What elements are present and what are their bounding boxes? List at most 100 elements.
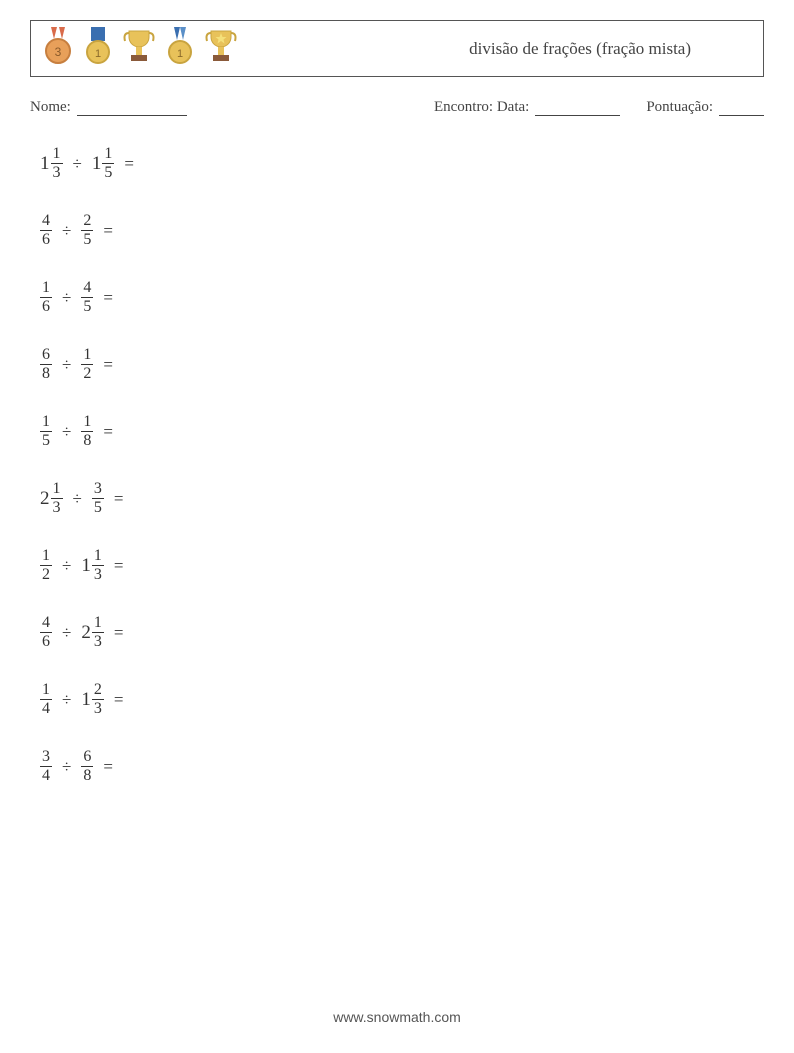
numerator: 4 <box>40 213 52 230</box>
mixed-number: 113 <box>40 146 63 181</box>
division-operator: ÷ <box>62 690 71 710</box>
svg-text:3: 3 <box>55 45 62 59</box>
mixed-number: 46 <box>40 615 52 650</box>
fraction: 12 <box>81 347 93 382</box>
mixed-number: 15 <box>40 414 52 449</box>
division-operator: ÷ <box>62 556 71 576</box>
mixed-number: 18 <box>81 414 93 449</box>
denominator: 3 <box>51 498 63 516</box>
mixed-number: 113 <box>81 548 104 583</box>
numerator: 4 <box>40 615 52 632</box>
fraction: 35 <box>92 481 104 516</box>
denominator: 5 <box>92 498 104 516</box>
equals-sign: = <box>124 154 134 174</box>
mixed-number: 12 <box>40 548 52 583</box>
numerator: 3 <box>40 749 52 766</box>
fraction: 46 <box>40 213 52 248</box>
numerator: 6 <box>40 347 52 364</box>
equals-sign: = <box>103 288 113 308</box>
denominator: 8 <box>81 431 93 449</box>
equals-sign: = <box>114 556 124 576</box>
denominator: 6 <box>40 230 52 248</box>
problem-row: 68÷12= <box>40 347 764 382</box>
denominator: 5 <box>81 297 93 315</box>
worksheet-page: 3 1 <box>0 0 794 1053</box>
numerator: 1 <box>81 347 93 364</box>
denominator: 2 <box>40 565 52 583</box>
trophy-star-icon <box>205 27 237 70</box>
equals-sign: = <box>114 489 124 509</box>
fraction: 13 <box>51 481 63 516</box>
fraction: 18 <box>81 414 93 449</box>
gap <box>626 99 640 116</box>
fraction: 23 <box>92 682 104 717</box>
denominator: 3 <box>92 565 104 583</box>
problem-row: 113÷115= <box>40 146 764 181</box>
numerator: 1 <box>81 414 93 431</box>
info-spacer <box>193 99 428 116</box>
fraction: 45 <box>81 280 93 315</box>
denominator: 3 <box>92 632 104 650</box>
numerator: 2 <box>92 682 104 699</box>
mixed-number: 16 <box>40 280 52 315</box>
worksheet-title: divisão de frações (fração mista) <box>469 39 751 59</box>
medal-gold-square-icon: 1 <box>85 27 111 70</box>
equals-sign: = <box>114 623 124 643</box>
denominator: 4 <box>40 766 52 784</box>
numerator: 1 <box>40 280 52 297</box>
numerator: 1 <box>102 146 114 163</box>
whole-part: 2 <box>81 622 91 644</box>
division-operator: ÷ <box>73 154 82 174</box>
numerator: 6 <box>81 749 93 766</box>
division-operator: ÷ <box>62 288 71 308</box>
fraction: 68 <box>40 347 52 382</box>
mixed-number: 123 <box>81 682 104 717</box>
name-label: Nome: <box>30 99 71 116</box>
numerator: 1 <box>51 146 63 163</box>
denominator: 3 <box>92 699 104 717</box>
fraction: 46 <box>40 615 52 650</box>
equals-sign: = <box>114 690 124 710</box>
trophy-gold-icon <box>123 27 155 70</box>
denominator: 3 <box>51 163 63 181</box>
encounter-blank[interactable] <box>535 99 620 116</box>
numerator: 3 <box>92 481 104 498</box>
fraction: 12 <box>40 548 52 583</box>
svg-text:1: 1 <box>177 48 183 60</box>
equals-sign: = <box>103 422 113 442</box>
denominator: 8 <box>81 766 93 784</box>
whole-part: 2 <box>40 488 50 510</box>
problems-list: 113÷115=46÷25=16÷45=68÷12=15÷18=213÷35=1… <box>30 146 764 784</box>
denominator: 5 <box>40 431 52 449</box>
equals-sign: = <box>103 355 113 375</box>
mixed-number: 14 <box>40 682 52 717</box>
problem-row: 46÷213= <box>40 615 764 650</box>
fraction: 15 <box>40 414 52 449</box>
fraction: 15 <box>102 146 114 181</box>
denominator: 5 <box>102 163 114 181</box>
denominator: 6 <box>40 297 52 315</box>
problem-row: 15÷18= <box>40 414 764 449</box>
info-row: Nome: Encontro: Data: Pontuação: <box>30 99 764 116</box>
medal-blue-icon: 1 <box>167 27 193 70</box>
score-label: Pontuação: <box>646 99 713 116</box>
mixed-number: 46 <box>40 213 52 248</box>
division-operator: ÷ <box>62 623 71 643</box>
encounter-label: Encontro: Data: <box>434 99 529 116</box>
score-blank[interactable] <box>719 99 764 116</box>
fraction: 13 <box>51 146 63 181</box>
fraction: 16 <box>40 280 52 315</box>
fraction: 34 <box>40 749 52 784</box>
numerator: 1 <box>40 414 52 431</box>
denominator: 8 <box>40 364 52 382</box>
mixed-number: 34 <box>40 749 52 784</box>
mixed-number: 68 <box>81 749 93 784</box>
numerator: 2 <box>81 213 93 230</box>
name-blank[interactable] <box>77 99 187 116</box>
header-box: 3 1 <box>30 20 764 77</box>
mixed-number: 25 <box>81 213 93 248</box>
division-operator: ÷ <box>62 221 71 241</box>
equals-sign: = <box>103 757 113 777</box>
fraction: 13 <box>92 548 104 583</box>
numerator: 4 <box>81 280 93 297</box>
